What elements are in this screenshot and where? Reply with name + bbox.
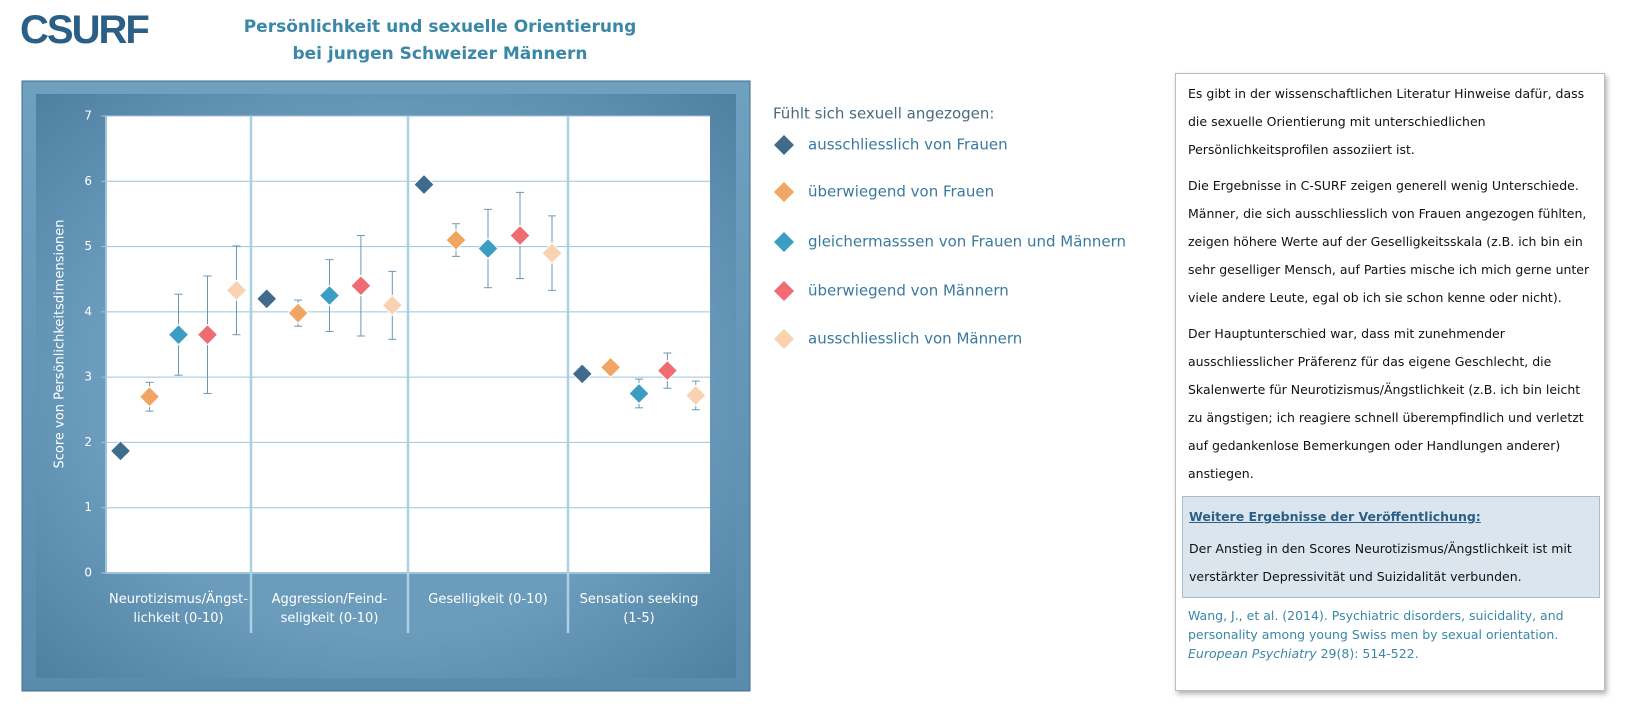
y-tick-label: 3 [84,370,92,384]
chart: Score von Persönlichkeitsdimensionen Füh… [21,80,1126,692]
y-tick-label: 4 [84,304,92,318]
legend-marker [774,182,794,202]
marker [656,359,679,382]
marker [445,229,467,251]
reference: Wang, J., et al. (2014). Psychiatric dis… [1188,606,1592,663]
y-tick-label: 7 [84,109,92,123]
y-tick-label: 0 [84,566,92,580]
journal: European Psychiatry [1188,646,1317,661]
y-tick-label: 5 [84,239,92,253]
marker [477,237,499,260]
legend-marker [774,281,794,301]
marker [138,386,161,408]
marker [413,173,435,196]
x-tick-label: Aggression/Feind- seligkeit (0-10) [271,592,388,626]
marker [685,384,707,407]
x-tick-label: Geselligkeit (0-10) [428,592,548,607]
y-tick-label: 6 [84,174,92,188]
legend-label: überwiegend von Frauen [808,183,994,201]
legend-label: gleichermasssen von Frauen und Männern [808,233,1126,251]
marker [381,294,404,317]
marker [599,356,622,379]
marker [109,440,132,462]
marker [287,302,309,324]
marker [225,279,248,302]
highlight-box: Weitere Ergebnisse der Veröffentlichung:… [1182,496,1600,598]
legend-marker [774,232,794,252]
legend-marker [774,135,794,155]
title: Persönlichkeit und sexuelle Orientierung… [243,17,637,64]
marker [628,382,650,405]
legend-marker [774,329,794,349]
y-tick-label: 2 [84,435,92,449]
paragraph: Es gibt in der wissenschaftlichen Litera… [1188,86,1585,157]
legend-label: ausschliesslich von Frauen [808,136,1008,154]
citation: 29(8): 514-522. [1316,646,1419,661]
reference-text: Wang, J., et al. (2014). Psychiatric dis… [1188,608,1564,642]
legend-title: Fühlt sich sexuell angezogen: [773,105,994,123]
marker [318,284,341,307]
marker [571,363,593,385]
box-title: Weitere Ergebnisse der Veröffentlichung: [1189,509,1481,524]
x-tick-label: Neurotizismus/Ängst- lichkeit (0-10) [109,592,248,626]
y-axis-label: Score von Persönlichkeitsdimensionen [53,220,68,469]
logo: CSURF [20,8,150,52]
marker [350,275,372,297]
marker [255,288,278,310]
marker [196,323,219,346]
legend-label: überwiegend von Männern [808,282,1009,300]
paragraph: Der Hauptunterschied war, dass mit zuneh… [1188,326,1584,481]
y-tick-label: 1 [84,500,92,514]
marker [541,242,563,264]
marker [167,323,190,346]
legend-label: ausschliesslich von Männern [808,330,1022,348]
paragraph: Die Ergebnisse in C-SURF zeigen generell… [1188,178,1590,305]
info-panel: Es gibt in der wissenschaftlichen Litera… [1175,73,1605,691]
box-text: Der Anstieg in den Scores Neurotizismus/… [1189,541,1572,584]
marker [509,224,531,247]
x-tick-label: Sensation seeking (1-5) [579,592,699,626]
